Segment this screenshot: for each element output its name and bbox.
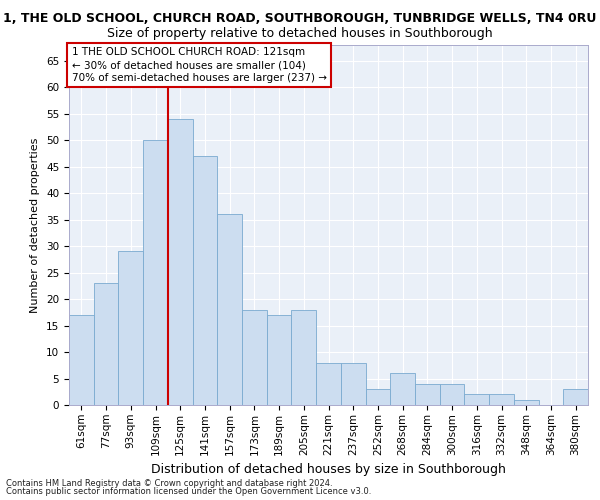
Bar xyxy=(292,310,316,405)
Bar xyxy=(94,283,118,405)
Bar xyxy=(168,119,193,405)
Text: 1, THE OLD SCHOOL, CHURCH ROAD, SOUTHBOROUGH, TUNBRIDGE WELLS, TN4 0RU: 1, THE OLD SCHOOL, CHURCH ROAD, SOUTHBOR… xyxy=(4,12,596,26)
Bar xyxy=(267,315,292,405)
Bar xyxy=(143,140,168,405)
Bar xyxy=(118,252,143,405)
X-axis label: Distribution of detached houses by size in Southborough: Distribution of detached houses by size … xyxy=(151,463,506,476)
Bar xyxy=(514,400,539,405)
Y-axis label: Number of detached properties: Number of detached properties xyxy=(31,138,40,312)
Text: 1 THE OLD SCHOOL CHURCH ROAD: 121sqm
← 30% of detached houses are smaller (104)
: 1 THE OLD SCHOOL CHURCH ROAD: 121sqm ← 3… xyxy=(71,47,326,83)
Bar xyxy=(489,394,514,405)
Text: Size of property relative to detached houses in Southborough: Size of property relative to detached ho… xyxy=(107,28,493,40)
Bar xyxy=(563,389,588,405)
Bar xyxy=(415,384,440,405)
Bar xyxy=(217,214,242,405)
Bar xyxy=(341,362,365,405)
Bar xyxy=(316,362,341,405)
Text: Contains public sector information licensed under the Open Government Licence v3: Contains public sector information licen… xyxy=(6,487,371,496)
Bar xyxy=(440,384,464,405)
Bar xyxy=(365,389,390,405)
Bar xyxy=(390,373,415,405)
Text: Contains HM Land Registry data © Crown copyright and database right 2024.: Contains HM Land Registry data © Crown c… xyxy=(6,478,332,488)
Bar xyxy=(242,310,267,405)
Bar xyxy=(464,394,489,405)
Bar xyxy=(193,156,217,405)
Bar xyxy=(69,315,94,405)
